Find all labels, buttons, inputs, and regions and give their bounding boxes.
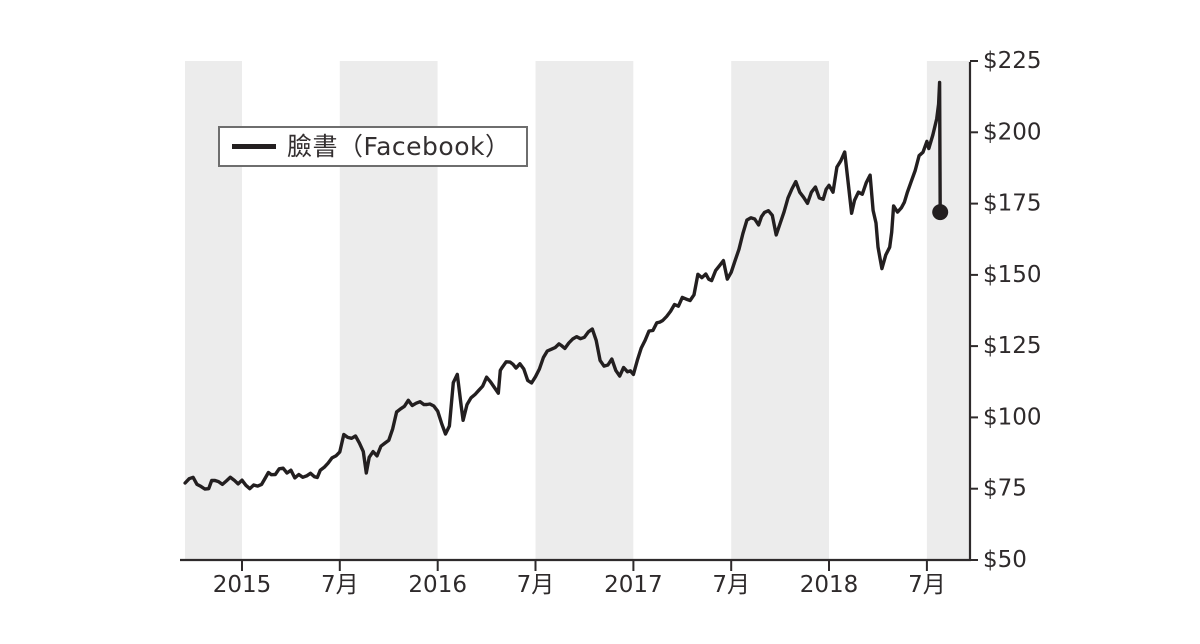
x-tick-label: 7月: [712, 572, 750, 598]
legend-line-swatch: [232, 144, 276, 149]
x-tick-label: 7月: [908, 572, 946, 598]
price-line: [183, 80, 942, 491]
x-tick-label: 7月: [517, 572, 555, 598]
end-marker-dot: [932, 204, 949, 221]
y-tick-label: $200: [983, 119, 1042, 145]
y-tick-label: $225: [983, 48, 1042, 74]
y-tick-label: $75: [983, 476, 1027, 502]
x-tick-label: 7月: [321, 572, 359, 598]
x-tick-label: 2016: [408, 572, 467, 598]
x-tick-label: 2018: [800, 572, 859, 598]
y-tick-label: $100: [983, 404, 1042, 430]
shaded-band: [731, 61, 829, 560]
y-tick-label: $150: [983, 262, 1042, 288]
x-tick-label: 2015: [213, 572, 272, 598]
shaded-band: [535, 61, 634, 560]
y-tick-label: $50: [983, 547, 1027, 573]
y-tick-label: $175: [983, 191, 1042, 217]
x-tick-label: 2017: [604, 572, 663, 598]
y-tick-label: $125: [983, 333, 1042, 359]
shaded-band: [926, 61, 970, 560]
legend: 臉書（Facebook）: [218, 126, 529, 167]
legend-label: 臉書（Facebook）: [287, 132, 511, 161]
